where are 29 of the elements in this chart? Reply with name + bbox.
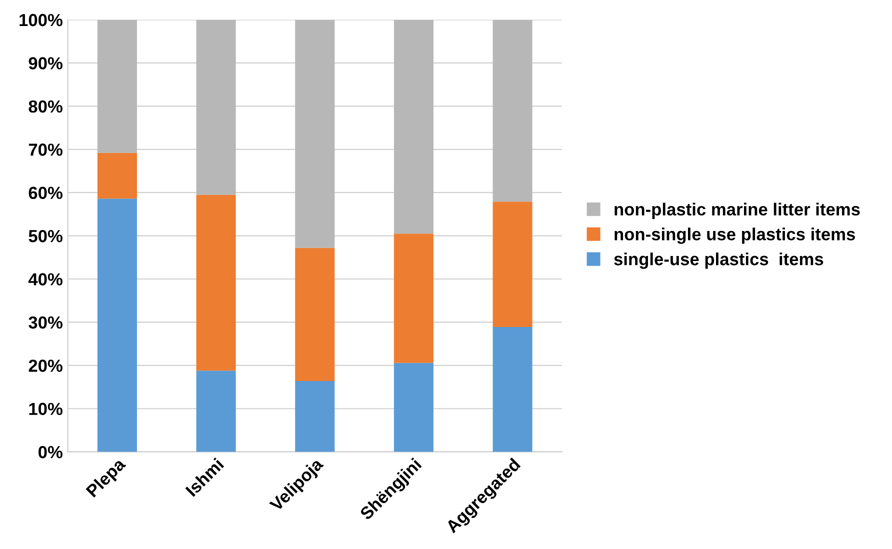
y-tick-label: 90% [28, 57, 62, 70]
bar [295, 380, 335, 452]
y-tick-label: 80% [28, 100, 62, 113]
legend-label: single-use plastics items [614, 252, 824, 269]
bar [196, 194, 236, 371]
bar [394, 20, 434, 234]
y-tick-label: 0% [38, 446, 62, 458]
bar [492, 202, 532, 327]
bar [196, 20, 236, 195]
bar [492, 20, 532, 202]
bar [394, 234, 434, 363]
y-tick-label: 100% [20, 14, 62, 26]
bar [295, 20, 335, 248]
bar [394, 362, 434, 452]
y-tick-label: 50% [28, 230, 62, 242]
y-tick-label: 20% [28, 360, 62, 372]
bar [492, 326, 532, 452]
y-tick-label: 30% [28, 316, 62, 329]
bar [295, 248, 335, 381]
y-tick-label: 10% [29, 402, 62, 416]
legend-label: non-plastic marine litter items [614, 202, 860, 219]
y-tick-label: 40% [28, 273, 62, 286]
bar [97, 198, 137, 452]
legend-label: non-single use plastics items [614, 228, 855, 244]
y-tick-label: 70% [28, 144, 62, 156]
y-tick-label: 60% [28, 186, 62, 200]
bar [97, 20, 137, 153]
bar [97, 152, 137, 199]
bar [196, 370, 236, 452]
